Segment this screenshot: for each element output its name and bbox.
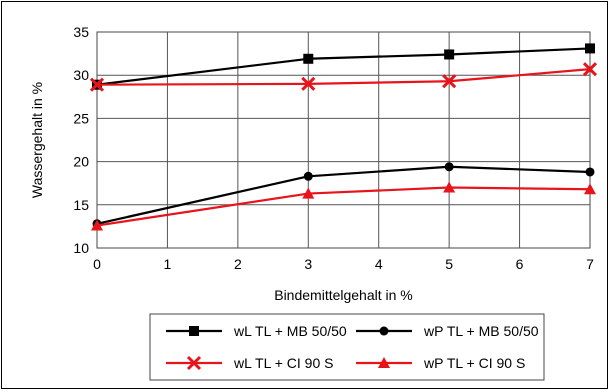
x-tick-label: 4 xyxy=(375,256,383,272)
x-tick-label: 7 xyxy=(586,256,594,272)
data-point xyxy=(91,219,103,231)
series-3 xyxy=(89,62,598,92)
legend-label: wP TL + MB 50/50 xyxy=(423,323,539,339)
y-tick-label: 25 xyxy=(73,110,89,126)
x-tick-label: 3 xyxy=(304,256,312,272)
legend-item: wL TL + MB 50/50 xyxy=(166,323,347,339)
y-axis-label: Wassergehalt in % xyxy=(29,82,45,198)
data-point xyxy=(443,181,456,193)
data-point xyxy=(582,62,598,77)
y-tick-label: 20 xyxy=(73,154,89,170)
legend-item: wP TL + CI 90 S xyxy=(356,355,525,371)
plot-area xyxy=(96,31,591,249)
series-line xyxy=(96,47,591,86)
x-tick-label: 2 xyxy=(234,256,242,272)
data-point xyxy=(584,183,596,195)
legend-label: wL TL + MB 50/50 xyxy=(233,323,347,339)
y-tick-label: 10 xyxy=(73,240,89,256)
legend-label: wP TL + CI 90 S xyxy=(423,355,525,371)
data-point xyxy=(444,162,454,172)
x-tick-label: 0 xyxy=(93,256,101,272)
data-point xyxy=(585,43,595,54)
legend-marker xyxy=(378,357,390,368)
legend-item: wP TL + MB 50/50 xyxy=(356,323,539,339)
legend-box xyxy=(149,313,545,381)
legend-marker xyxy=(189,326,199,336)
x-tick-label: 1 xyxy=(164,256,172,272)
series-line xyxy=(96,68,591,86)
x-tick-label: 5 xyxy=(445,256,453,272)
series-line xyxy=(96,165,591,225)
y-tick-label: 15 xyxy=(73,197,89,213)
x-axis-label: Bindemittelgehalt in % xyxy=(274,287,413,303)
legend-item: wL TL + CI 90 S xyxy=(166,355,333,371)
series-lines xyxy=(89,43,598,231)
data-point xyxy=(303,53,314,64)
y-tick-label: 30 xyxy=(73,67,89,83)
data-point xyxy=(303,171,313,181)
legend-label: wL TL + CI 90 S xyxy=(233,355,333,371)
series-line xyxy=(96,186,591,227)
legend-marker xyxy=(379,326,389,336)
data-point xyxy=(442,74,457,89)
data-point xyxy=(302,187,315,199)
data-point xyxy=(301,76,316,91)
data-point xyxy=(444,49,455,60)
y-tick-label: 35 xyxy=(73,24,89,40)
x-tick-label: 6 xyxy=(516,256,524,272)
grid xyxy=(96,31,591,249)
axes: 0 1 2 3 4 5 6 7 10 15 20 25 30 35 xyxy=(73,24,594,272)
legend-marker xyxy=(186,355,202,371)
data-point xyxy=(585,167,595,177)
data-point xyxy=(89,77,105,92)
series-4 xyxy=(91,181,596,231)
legend: wL TL + MB 50/50 wP TL + MB 50/50 wL TL + … xyxy=(149,313,545,381)
